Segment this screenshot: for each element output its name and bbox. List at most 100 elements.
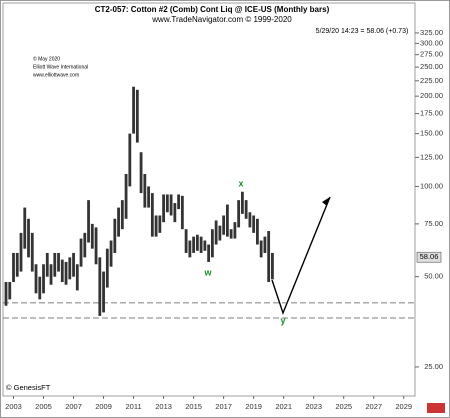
- price-bar: [165, 194, 169, 213]
- last-value-box: [416, 251, 442, 263]
- price-bar: [135, 89, 139, 143]
- price-bar: [218, 225, 222, 241]
- price-bar: [210, 229, 214, 258]
- price-bar: [263, 236, 267, 253]
- price-bar: [90, 223, 94, 249]
- price-bar: [98, 257, 102, 316]
- price-bar: [248, 212, 252, 228]
- price-bar: [203, 240, 207, 251]
- price-bar: [102, 271, 105, 313]
- price-bar: [177, 194, 181, 210]
- y-tick-label: 25.00: [424, 362, 443, 371]
- x-tick-label: 2017: [215, 402, 232, 411]
- price-bar: [124, 174, 128, 219]
- price-bar: [225, 204, 229, 237]
- y-tick-label: 325.00: [420, 28, 443, 37]
- price-bar: [252, 215, 256, 233]
- x-tick-label: 2003: [5, 402, 22, 411]
- price-bar: [12, 252, 15, 282]
- x-tick-label: 2011: [126, 402, 142, 411]
- price-bar: [49, 264, 53, 285]
- price-bar: [4, 281, 8, 306]
- price-bar: [8, 281, 12, 300]
- price-bar: [199, 236, 203, 253]
- price-bar: [180, 195, 184, 230]
- price-bar: [57, 252, 60, 272]
- y-tick-label: 100.00: [420, 181, 443, 190]
- y-tick-label: 50.00: [424, 272, 443, 281]
- price-bar: [68, 257, 72, 280]
- y-tick-label: 125.00: [420, 152, 443, 161]
- chart-subtitle: www.TradeNavigator.com © 1999-2020: [151, 15, 292, 24]
- price-bar: [87, 200, 90, 243]
- y-tick-label: 75.00: [424, 219, 443, 228]
- projection-arrow: [271, 196, 331, 316]
- price-bar: [240, 191, 244, 214]
- x-tick-label: 2027: [365, 402, 382, 411]
- x-tick-label: 2021: [275, 402, 292, 411]
- y-tick-label: 225.00: [420, 76, 443, 85]
- y-tick-label: 200.00: [420, 91, 443, 100]
- x-tick-label: 2015: [185, 402, 202, 411]
- price-bar: [42, 264, 45, 294]
- quote: 5/29/20 14:23 = 58.06 (+0.73): [316, 28, 409, 35]
- chart-title: CT2-057: Cotton #2 (Comb) Cont Liq @ ICE…: [95, 5, 330, 14]
- plot-frame: [2, 2, 416, 397]
- price-bar: [105, 248, 109, 288]
- price-bar: [150, 193, 154, 237]
- copyright-line: Elliott Wave International: [33, 64, 88, 70]
- price-bar: [19, 232, 23, 272]
- price-bar: [154, 215, 158, 237]
- x-tick-label: 2025: [335, 402, 352, 411]
- y-tick-label: 175.00: [420, 109, 443, 118]
- arrow-head: [322, 197, 330, 206]
- price-bar: [143, 174, 147, 208]
- price-bar: [237, 200, 241, 228]
- price-bar: [207, 244, 211, 262]
- price-bar: [117, 207, 120, 237]
- wave-label: y: [280, 315, 285, 325]
- price-bar: [267, 231, 271, 282]
- price-bar: [23, 207, 27, 249]
- x-tick-label: 2023: [305, 402, 322, 411]
- price-bar: [233, 222, 237, 239]
- footer: © GenesisFT: [6, 383, 51, 392]
- price-bar: [222, 215, 226, 235]
- last-value: 58.06: [420, 252, 439, 261]
- price-bar: [173, 203, 177, 223]
- price-bar: [38, 276, 42, 300]
- price-bar: [128, 133, 132, 187]
- price-bar: [83, 232, 87, 258]
- x-tick-label: 2005: [35, 402, 52, 411]
- price-bar: [214, 220, 218, 245]
- price-bar: [259, 240, 263, 258]
- price-bar: [139, 152, 143, 194]
- price-bar: [64, 261, 68, 285]
- x-tick-label: 2009: [95, 402, 112, 411]
- price-bar: [256, 218, 259, 245]
- price-bar: [132, 86, 135, 134]
- y-tick-label: 300.00: [420, 38, 443, 47]
- price-bar: [192, 236, 196, 253]
- scroll-marker: [427, 403, 445, 413]
- price-bar: [75, 264, 79, 291]
- price-bar: [195, 234, 199, 251]
- price-bar: [271, 252, 274, 280]
- price-bar: [113, 218, 117, 253]
- price-bar: [184, 229, 188, 253]
- price-bar: [162, 194, 165, 223]
- y-tick-label: 275.00: [420, 50, 443, 59]
- price-bar: [94, 227, 98, 265]
- price-bar: [53, 252, 57, 277]
- price-bar: [34, 264, 38, 294]
- price-bar: [79, 238, 83, 267]
- price-bar: [120, 200, 124, 230]
- price-bar: [147, 186, 150, 208]
- wave-label: x: [238, 178, 243, 188]
- price-bar: [169, 194, 173, 216]
- price-bar: [188, 240, 192, 258]
- wave-label: w: [203, 267, 212, 277]
